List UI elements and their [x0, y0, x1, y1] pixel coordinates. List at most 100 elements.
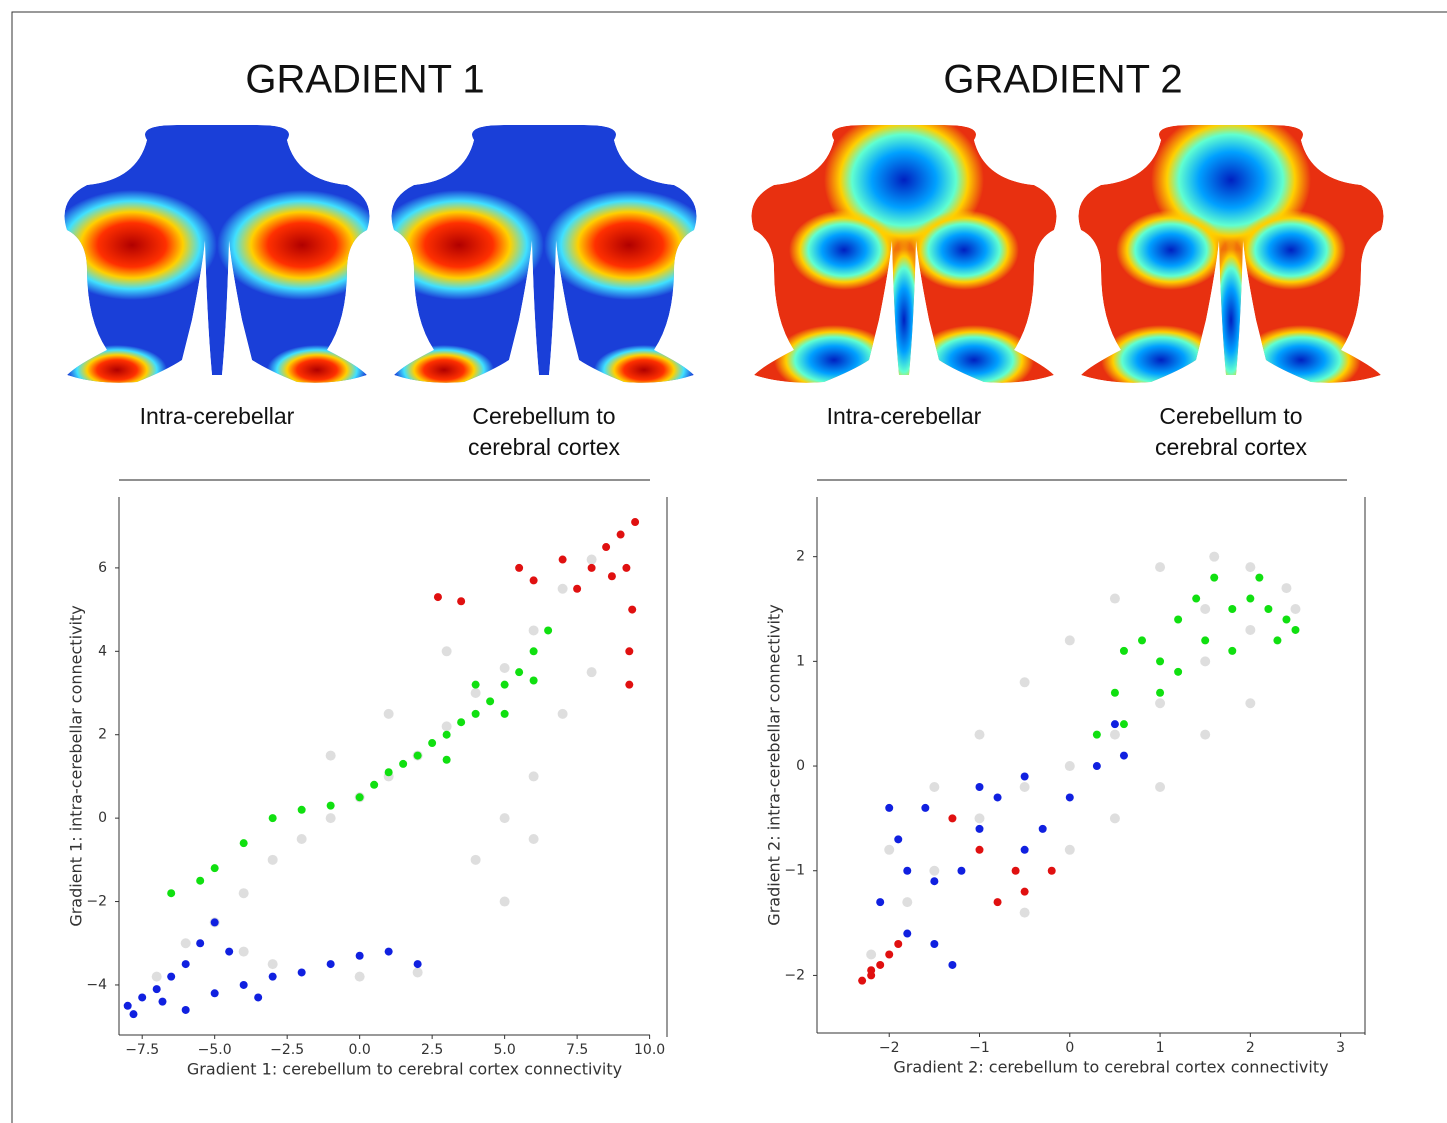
- point: [297, 805, 306, 814]
- point: [297, 968, 306, 977]
- map-caption: Cerebellum to: [1159, 403, 1302, 429]
- point: [628, 605, 637, 614]
- point: [268, 972, 277, 981]
- point: [515, 668, 524, 677]
- point: [1281, 583, 1292, 594]
- point: [296, 833, 307, 844]
- point: [1246, 594, 1255, 603]
- point: [383, 708, 394, 719]
- point: [1064, 761, 1075, 772]
- point: [499, 662, 510, 673]
- point: [196, 876, 205, 885]
- point: [587, 563, 596, 572]
- point: [1192, 594, 1201, 603]
- point: [433, 593, 442, 602]
- point: [557, 583, 568, 594]
- x-tick-label: −2: [879, 1040, 900, 1056]
- point: [486, 697, 495, 706]
- point: [528, 833, 539, 844]
- map-caption: cerebral cortex: [1155, 434, 1308, 460]
- point: [529, 676, 538, 685]
- point: [1156, 657, 1165, 666]
- point: [1245, 698, 1256, 709]
- point: [441, 721, 452, 732]
- point: [607, 572, 616, 581]
- point: [239, 839, 248, 848]
- point: [1273, 636, 1282, 645]
- point: [1264, 605, 1273, 614]
- x-tick-label: 10.0: [634, 1042, 665, 1058]
- point: [129, 1010, 138, 1019]
- point: [158, 997, 167, 1006]
- point: [557, 708, 568, 719]
- point: [384, 947, 393, 956]
- point: [1228, 646, 1237, 655]
- point: [238, 888, 249, 899]
- point: [625, 647, 634, 656]
- point: [528, 625, 539, 636]
- point: [1156, 688, 1165, 697]
- point: [1200, 729, 1211, 740]
- point: [1255, 573, 1264, 582]
- point: [1119, 720, 1128, 729]
- point: [515, 563, 524, 572]
- point: [602, 543, 611, 552]
- point: [181, 960, 190, 969]
- point: [1110, 688, 1119, 697]
- point: [1065, 793, 1074, 802]
- point: [866, 949, 877, 960]
- point: [1020, 772, 1029, 781]
- point: [181, 1005, 190, 1014]
- point: [167, 889, 176, 898]
- y-tick-label: 0: [796, 758, 805, 774]
- point: [123, 1001, 132, 1010]
- point: [470, 688, 481, 699]
- panel-title: GRADIENT 2: [943, 58, 1182, 102]
- y-tick-label: 1: [796, 653, 805, 669]
- point: [1201, 636, 1210, 645]
- point: [975, 845, 984, 854]
- x-tick-label: −5.0: [198, 1042, 232, 1058]
- brain-map: [47, 125, 387, 395]
- point: [413, 960, 422, 969]
- point: [1210, 573, 1219, 582]
- point: [1282, 615, 1291, 624]
- point: [1064, 844, 1075, 855]
- point: [929, 781, 940, 792]
- point: [138, 993, 147, 1002]
- x-tick-label: 2.5: [421, 1042, 443, 1058]
- point: [631, 518, 640, 527]
- point: [616, 530, 625, 539]
- brain-map: [374, 125, 714, 395]
- point: [1209, 551, 1220, 562]
- point: [1064, 635, 1075, 646]
- x-tick-label: −1: [969, 1040, 990, 1056]
- point: [1092, 762, 1101, 771]
- point: [921, 803, 930, 812]
- point: [929, 865, 940, 876]
- map-caption: Intra-cerebellar: [827, 403, 982, 429]
- point: [500, 709, 509, 718]
- y-axis-label: Gradient 2: intra-cerebellar connectivit…: [765, 604, 784, 925]
- point: [1245, 562, 1256, 573]
- point: [544, 626, 553, 635]
- point: [1155, 562, 1166, 573]
- point: [167, 972, 176, 981]
- point: [1047, 866, 1056, 875]
- x-tick-label: 7.5: [566, 1042, 588, 1058]
- point: [267, 854, 278, 865]
- point: [894, 835, 903, 844]
- x-tick-label: 5.0: [493, 1042, 515, 1058]
- point: [885, 950, 894, 959]
- point: [1110, 720, 1119, 729]
- point: [573, 584, 582, 593]
- point: [499, 896, 510, 907]
- point: [1019, 907, 1030, 918]
- point: [885, 803, 894, 812]
- x-tick-label: 1: [1156, 1040, 1165, 1056]
- point: [876, 898, 885, 907]
- point: [1019, 781, 1030, 792]
- map-caption: Intra-cerebellar: [140, 403, 295, 429]
- x-tick-label: 3: [1336, 1040, 1345, 1056]
